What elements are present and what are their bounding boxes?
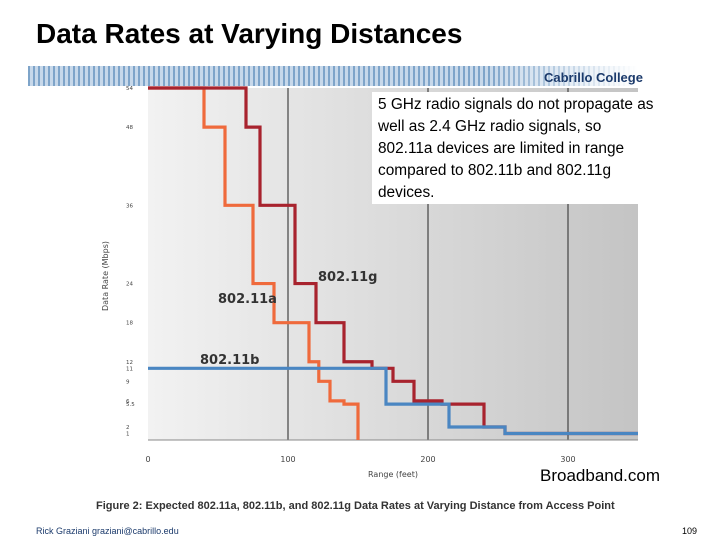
y-tick-label: 36 xyxy=(126,203,133,209)
x-tick-labels: 0 100 200 300 xyxy=(145,455,575,464)
series-line-802-11b xyxy=(148,366,638,436)
x-tick-label: 100 xyxy=(280,455,295,464)
slide-title: Data Rates at Varying Distances xyxy=(36,18,463,49)
y-tick-label: 5.5 xyxy=(126,402,135,408)
page-number: 109 xyxy=(682,526,698,536)
series-line-802-11g xyxy=(148,86,638,436)
series-label-802-11b: 802.11b xyxy=(200,353,259,368)
y-tick-label: 1 xyxy=(126,431,130,437)
y-tick-label: 54 xyxy=(126,86,133,92)
series-line-802-11a xyxy=(148,86,360,440)
x-axis-label: Range (feet) xyxy=(368,470,418,479)
series-lines xyxy=(148,86,638,440)
series-label-802-11g: 802.11g xyxy=(318,270,377,285)
y-tick-label: 6 xyxy=(126,399,130,405)
y-tick-label: 11 xyxy=(126,366,133,372)
x-tick-label: 300 xyxy=(560,455,575,464)
college-logo-text: Cabrillo College xyxy=(544,70,643,85)
footer-author: Rick Graziani graziani@cabrillo.edu xyxy=(36,526,179,536)
y-tick-label: 48 xyxy=(126,125,133,131)
y-tick-label: 18 xyxy=(126,321,133,327)
x-tick-label: 200 xyxy=(420,455,435,464)
figure-caption: Figure 2: Expected 802.11a, 802.11b, and… xyxy=(96,500,615,512)
series-label-802-11a: 802.11a xyxy=(218,292,277,307)
y-tick-label: 2 xyxy=(126,425,130,431)
y-tick-label: 12 xyxy=(126,360,133,366)
y-tick-label: 24 xyxy=(126,282,133,288)
header-band xyxy=(28,66,688,86)
y-tick-label: 9 xyxy=(126,379,130,385)
callout-text: 5 GHz radio signals do not propagate as … xyxy=(372,92,664,204)
x-tick-label: 0 xyxy=(145,455,150,464)
y-axis-label: Data Rate (Mbps) xyxy=(101,241,110,311)
source-label: Broadband.com xyxy=(540,466,661,485)
